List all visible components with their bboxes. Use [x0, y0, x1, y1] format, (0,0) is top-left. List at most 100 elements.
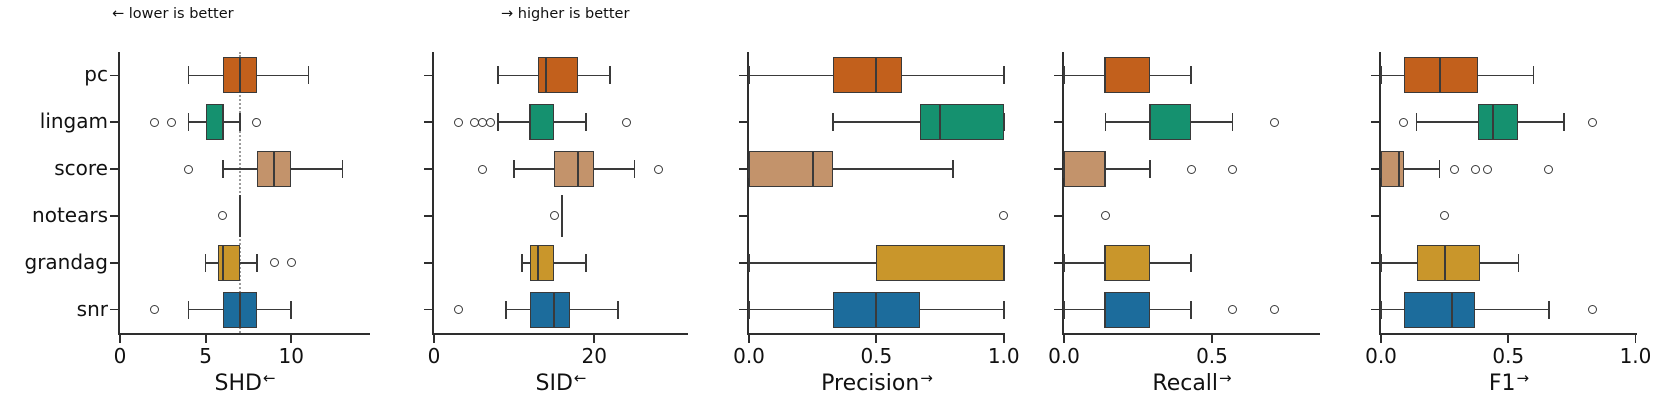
median-pc: [545, 57, 548, 94]
whisker-low-grandag: [1064, 261, 1106, 264]
whisker-cap-high-lingam: [239, 113, 241, 132]
axis-label-text: F1: [1488, 371, 1516, 396]
y-tick-label-score: score: [54, 156, 108, 181]
degenerate-box-notears: [560, 194, 564, 237]
box-lingam: [1149, 104, 1192, 141]
y-tick-label-snr: snr: [76, 296, 108, 321]
whisker-low-lingam: [1416, 121, 1478, 124]
whisker-low-snr: [1064, 308, 1106, 311]
whisker-high-snr: [1149, 308, 1192, 311]
whisker-high-grandag: [239, 261, 257, 264]
whisker-high-snr: [256, 308, 292, 311]
whisker-cap-low-snr: [748, 300, 750, 319]
y-tick-mark: [424, 215, 432, 217]
whisker-high-lingam: [1191, 121, 1233, 124]
outlier-score: [1228, 164, 1238, 174]
whisker-cap-low-grandag: [204, 253, 207, 272]
whisker-high-grandag: [1480, 261, 1519, 264]
whisker-high-pc: [901, 74, 1004, 77]
outlier-lingam: [1587, 117, 1597, 127]
x-tick-mark: [1380, 335, 1382, 343]
whisker-high-lingam: [554, 121, 587, 124]
y-tick-mark: [1371, 121, 1379, 124]
whisker-high-score: [1403, 168, 1440, 170]
x-tick-mark: [1211, 335, 1213, 343]
whisker-cap-high-pc: [609, 66, 612, 85]
whisker-cap-low-snr: [187, 300, 190, 319]
whisker-low-grandag: [1381, 261, 1417, 264]
whisker-cap-high-lingam: [585, 113, 588, 132]
outlier-grandag: [269, 258, 279, 268]
x-tick-label: 0: [427, 344, 441, 368]
box-score: [554, 151, 595, 188]
axis-label-text: SID: [535, 371, 573, 396]
y-tick-mark: [110, 215, 118, 217]
median-pc: [1104, 57, 1107, 94]
median-lingam: [221, 104, 224, 141]
outlier-score: [1450, 164, 1460, 174]
whisker-cap-low-pc: [497, 66, 499, 85]
whisker-high-pc: [578, 74, 611, 77]
median-pc: [1438, 57, 1441, 94]
y-tick-mark: [110, 261, 118, 264]
whisker-low-snr: [506, 308, 531, 311]
x-tick-label: 0.0: [1365, 344, 1397, 368]
outlier-lingam: [621, 117, 631, 127]
y-tick-label-notears: notears: [32, 202, 108, 227]
outlier-notears: [999, 211, 1009, 221]
panel-sid: 0 20 SID←: [424, 52, 688, 396]
whisker-high-score: [594, 168, 635, 170]
x-tick-label: 10: [278, 344, 304, 368]
whisker-low-pc: [1064, 74, 1106, 77]
axis-label-sid: SID←: [536, 369, 587, 396]
box-pc: [1403, 57, 1478, 94]
y-tick-mark: [424, 261, 432, 264]
whisker-cap-high-lingam: [1231, 113, 1234, 132]
outlier-lingam: [1269, 117, 1279, 127]
outlier-score: [1483, 164, 1493, 174]
box-lingam: [919, 104, 1004, 141]
y-tick-mark: [1054, 308, 1062, 311]
whisker-cap-low-lingam: [1415, 113, 1418, 132]
whisker-low-pc: [749, 74, 834, 77]
whisker-high-pc: [1477, 74, 1534, 77]
whisker-low-grandag: [522, 261, 531, 264]
box-grandag: [218, 244, 240, 281]
x-tick-mark: [1002, 335, 1005, 343]
median-lingam: [1148, 104, 1151, 141]
whisker-cap-high-snr: [1002, 300, 1005, 319]
x-tick-mark: [1634, 335, 1637, 343]
whisker-cap-low-lingam: [187, 113, 190, 132]
whisker-high-score: [1105, 168, 1150, 170]
whisker-low-grandag: [205, 261, 219, 264]
y-tick-mark: [1371, 74, 1379, 77]
whisker-cap-high-snr: [290, 300, 293, 319]
whisker-high-lingam: [1518, 121, 1565, 124]
whisker-cap-low-score: [221, 160, 224, 179]
x-tick-label: 1.0: [987, 344, 1020, 368]
whisker-high-score: [291, 168, 343, 170]
median-snr: [1451, 291, 1454, 328]
y-tick-mark: [110, 168, 118, 170]
whisker-cap-high-score: [1438, 160, 1441, 179]
median-grandag: [1443, 244, 1446, 281]
outlier-snr: [1228, 305, 1238, 315]
outlier-lingam: [485, 117, 495, 127]
whisker-high-grandag: [554, 261, 587, 264]
whisker-high-pc: [1149, 74, 1192, 77]
whisker-high-snr: [570, 308, 619, 311]
y-tick-mark: [424, 308, 432, 311]
box-pc: [833, 57, 902, 94]
y-tick-mark: [1371, 261, 1379, 264]
median-snr: [1104, 291, 1107, 328]
whisker-low-snr: [188, 308, 223, 311]
outlier-score: [477, 164, 487, 174]
box-lingam: [205, 104, 223, 141]
median-grandag: [1002, 244, 1005, 281]
whisker-cap-low-pc: [1063, 66, 1065, 85]
box-snr: [530, 291, 571, 328]
whisker-cap-high-grandag: [1190, 253, 1193, 272]
y-tick-mark: [1054, 121, 1062, 124]
median-lingam: [939, 104, 942, 141]
